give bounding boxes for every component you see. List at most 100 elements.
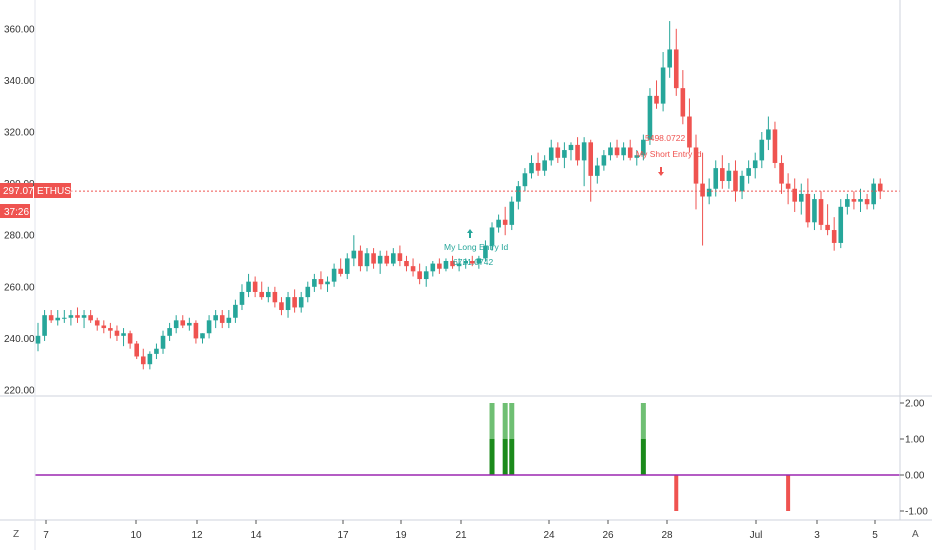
candle-body	[423, 271, 429, 280]
candle-body	[364, 253, 370, 267]
candle-body	[81, 315, 87, 318]
candle-body	[667, 49, 672, 68]
candle-body	[377, 255, 383, 264]
candle-body	[733, 170, 738, 192]
long-entry-label: My Long Entry Id	[444, 242, 509, 252]
candle-body	[535, 162, 541, 171]
time-tick-label: 17	[337, 530, 349, 541]
candle-body	[371, 253, 376, 264]
candle-body	[858, 199, 863, 202]
indicator-bar	[786, 475, 791, 511]
candle-body	[746, 168, 751, 176]
time-tick-label: 24	[543, 530, 555, 541]
indicator-tick-label: -1.00	[905, 507, 928, 518]
candle-body	[634, 155, 640, 158]
time-tick-label: 5	[872, 530, 878, 541]
timezone-button[interactable]: Z	[13, 529, 19, 540]
candle-body	[654, 95, 659, 104]
candle-body	[351, 250, 357, 259]
countdown-tag: 37:26	[4, 207, 29, 218]
candle-body	[575, 144, 580, 161]
candle-body	[483, 245, 488, 259]
candle-body	[252, 281, 258, 292]
candle-body	[693, 147, 699, 184]
candle-body	[562, 150, 567, 158]
candle-body	[285, 297, 291, 311]
candle-body	[798, 193, 804, 202]
candle-body	[568, 144, 574, 151]
candle-body	[94, 320, 100, 326]
time-tick-label: 10	[130, 530, 142, 541]
candle-body	[68, 315, 74, 318]
candle-body	[62, 317, 67, 319]
candle-body	[88, 315, 93, 321]
candle-body	[687, 116, 692, 148]
auto-scale-button[interactable]: A	[912, 529, 919, 540]
candle-body	[42, 315, 47, 336]
candle-body	[516, 186, 521, 202]
indicator-bar	[640, 403, 646, 439]
time-tick-label: 26	[602, 530, 614, 541]
price-tag-value: 297.07	[3, 186, 34, 197]
candle-body	[219, 315, 225, 323]
candle-body	[877, 183, 883, 192]
indicator-axis[interactable]: -1.00 0.00 1.00 2.00	[900, 399, 928, 518]
time-axis[interactable]: 7 10 12 14 17 19 21 24 26 28 Jul 3 5	[43, 520, 878, 541]
candle-body	[739, 175, 745, 192]
candle-body	[871, 183, 876, 205]
candle-body	[246, 281, 251, 292]
candle-body	[469, 261, 475, 264]
candle-body	[410, 266, 416, 272]
candle-body	[489, 227, 495, 246]
candle-body	[397, 253, 403, 261]
candle-body	[792, 188, 797, 202]
time-tick-label: 28	[661, 530, 673, 541]
candle-body	[213, 315, 218, 321]
candle-body	[101, 325, 107, 329]
candle-body	[266, 291, 271, 298]
indicator-bar	[674, 475, 679, 511]
price-tag-bg	[0, 183, 33, 198]
candle-body	[417, 271, 422, 280]
short-entry-arrow-icon	[658, 167, 664, 176]
candle-body	[312, 279, 317, 287]
time-tick-label: Jul	[750, 530, 763, 541]
candle-body	[430, 263, 436, 272]
short-entry-label: My Short Entry Id	[636, 149, 702, 159]
price-tick-label: 240.00	[4, 334, 35, 345]
candle-body	[305, 286, 311, 298]
candle-body	[647, 95, 653, 140]
candle-body	[344, 258, 350, 274]
candle-body	[614, 147, 620, 156]
candle-body	[838, 206, 844, 243]
candle-body	[825, 224, 830, 231]
candle-body	[726, 170, 732, 182]
candle-body	[173, 320, 179, 329]
candle-body	[272, 291, 278, 303]
candle-body	[812, 199, 817, 223]
candles-series	[35, 21, 883, 370]
candle-body	[127, 333, 133, 344]
price-tick-label: 360.00	[4, 24, 35, 35]
candle-body	[785, 183, 791, 189]
candle-body	[456, 263, 462, 267]
symbol-tag-bg	[34, 183, 71, 198]
candle-body	[496, 219, 501, 228]
candle-body	[529, 162, 534, 174]
candle-body	[443, 261, 449, 269]
candle-body	[463, 261, 468, 264]
indicator-tick-label: 0.00	[905, 471, 925, 482]
candle-body	[522, 173, 528, 187]
candle-body	[160, 335, 166, 349]
candle-body	[805, 193, 811, 223]
candle-body	[55, 317, 61, 321]
candle-body	[450, 261, 455, 267]
candle-body	[509, 201, 515, 225]
candle-body	[338, 268, 343, 274]
candle-body	[391, 253, 396, 264]
candle-body	[476, 258, 482, 264]
long-entry-annotation: My Long Entry Id 6721.0742	[444, 229, 509, 267]
price-tick-label: 340.00	[4, 76, 35, 87]
short-entry-annotation: 5498.0722 My Short Entry Id	[636, 133, 702, 176]
